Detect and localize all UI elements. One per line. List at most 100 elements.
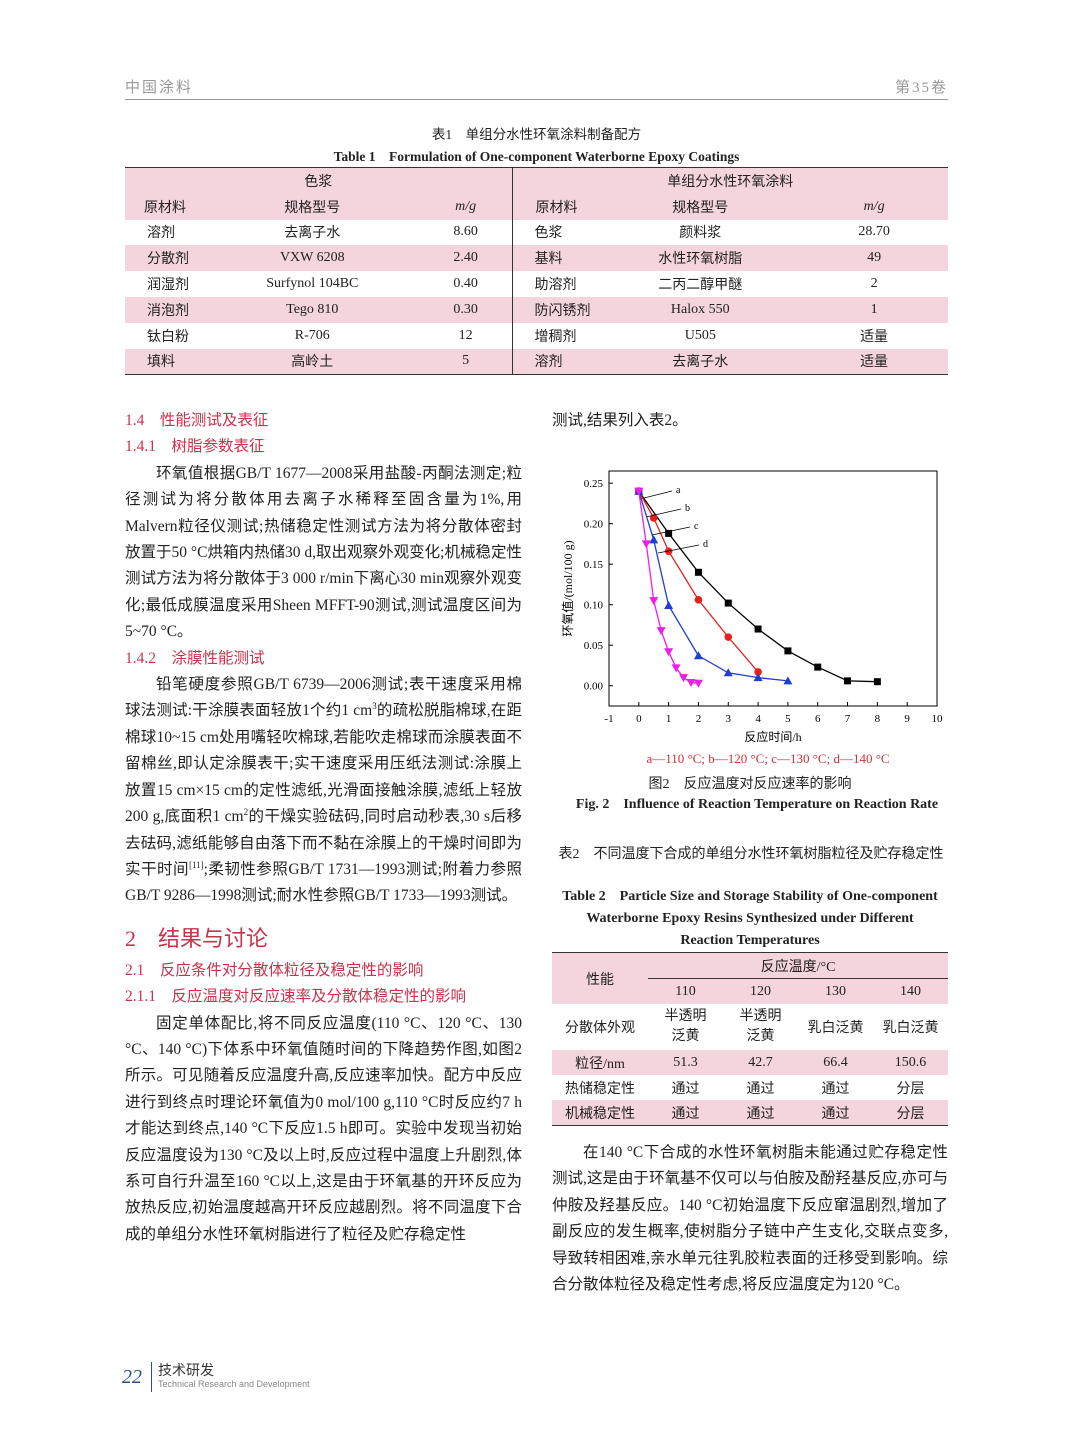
table-cell: 去离子水: [600, 348, 801, 375]
table-cell: 12: [458, 327, 473, 343]
x-tick-label: 8: [875, 713, 881, 725]
paragraph: 环氧值根据GB/T 1677—2008采用盐酸-丙酮法测定;粒径测试为将分散体用…: [125, 461, 522, 646]
column-header: m/g: [800, 193, 948, 220]
table-row: 消泡剂 Tego 810 0.30 防闪锈剂 Halox 550 1: [125, 296, 948, 323]
table-cell: 增稠剂: [511, 322, 601, 349]
table1: 色浆 单组分水性环氧涂料 原材料 规格型号 m/g 原材料 规格型号 m/g 溶剂 去离子水 8.6…: [125, 167, 948, 376]
table2-caption-en: Table 2 Particle Size and Storage Stabil…: [562, 889, 938, 948]
group-header: 色浆: [125, 167, 513, 194]
column-header: m/g: [419, 193, 513, 220]
plot-frame: [608, 470, 938, 707]
table-cell: Surfynol 104BC: [266, 276, 359, 292]
table-cell: 分层: [873, 1100, 948, 1126]
x-tick-label: 2: [696, 713, 702, 725]
left-column: 1.4 性能测试及表征 1.4.1 树脂参数表征 环氧值根据GB/T 1677—…: [125, 408, 522, 1248]
table-row: 原材料 规格型号 m/g 原材料 规格型号 m/g: [125, 193, 948, 220]
group-header: 反应温度/°C: [648, 952, 948, 979]
superscript: [11]: [188, 859, 204, 870]
data-point: [754, 668, 762, 676]
column-header: 140: [873, 978, 948, 1004]
data-point: [679, 674, 689, 683]
x-tick-label: 10: [932, 713, 944, 725]
legend-text: a—110 °C; b—120 °C; c—130 °C; d—140 °C: [646, 751, 889, 766]
annotation-line: [639, 490, 673, 500]
column-header: 130: [798, 978, 873, 1004]
x-tick-label: 9: [904, 713, 910, 725]
data-point: [664, 601, 674, 610]
table-row: 填料 高岭土 5 溶剂 去离子水 适量: [125, 348, 948, 375]
data-point: [723, 668, 733, 677]
superscript: 3: [372, 701, 377, 712]
table2-caption-cn: 表2 不同温度下合成的单组分水性环氧树脂粒径及贮存稳定性: [558, 847, 944, 862]
data-point: [664, 648, 674, 657]
figure-caption-cn: 图2 反应温度对反应速率的影响: [648, 777, 852, 792]
table-cell: 消泡剂: [125, 296, 205, 323]
table-cell: 助溶剂: [511, 271, 601, 297]
table-cell: 通过: [723, 1100, 798, 1126]
y-tick-label: 0.00: [584, 681, 604, 693]
x-tick-label: 6: [815, 713, 821, 725]
text-run: 的疏松脱脂棉球,在距棉球10~15 cm处用嘴轻吹棉球,若能吹走棉球而涂膜表面不…: [125, 702, 522, 826]
table-cell: 基料: [511, 245, 601, 272]
table-cell: 66.4: [798, 1050, 873, 1075]
table-cell: 49: [800, 245, 948, 272]
table-cell: 防闪锈剂: [511, 296, 601, 323]
data-point: [649, 597, 659, 606]
footer-section: 技术研发: [158, 1364, 214, 1379]
data-point: [665, 529, 673, 537]
data-point: [783, 676, 793, 685]
table-row: 粒径/nm 51.3 42.7 66.4 150.6: [552, 1050, 948, 1075]
paragraph: 固定单体配比,将不同反应温度(110 °C、120 °C、130 °C、140 …: [125, 1011, 522, 1249]
data-point: [693, 651, 703, 660]
table-cell: 分散剂: [125, 245, 205, 272]
table-cell: 8.60: [453, 224, 478, 240]
column-header: 120: [723, 978, 798, 1004]
table-row: 色浆 单组分水性环氧涂料: [125, 167, 948, 194]
table-cell: 乳白泛黄: [807, 1021, 864, 1036]
series-line: [638, 490, 878, 683]
y-tick-label: 0.15: [584, 559, 604, 571]
table-cell: 2: [870, 276, 878, 292]
heading: 2.1 反应条件对分散体粒径及稳定性的影响: [125, 961, 424, 979]
series-line: [638, 491, 788, 682]
data-point: [649, 514, 658, 522]
table-cell: 5: [419, 348, 513, 375]
text-run: 环氧值根据GB/T 1677—2008采用盐酸-丙酮法测定;粒径测试为将分散体用…: [125, 464, 522, 641]
y-tick-label: 0.20: [584, 519, 604, 531]
section-heading: 2 结果与讨论: [125, 925, 269, 951]
journal-name: 中国涂料: [125, 80, 194, 96]
table-cell: 0.30: [419, 296, 513, 323]
column-header: 110: [648, 978, 723, 1004]
table-row: 110 120 130 140: [552, 978, 948, 1004]
footer-rule: [151, 1362, 152, 1392]
text-run: ;柔韧性参照GB/T 1731—1993测试;附着力参照GB/T 9286—19…: [125, 860, 522, 905]
volume: 第35卷: [894, 80, 948, 96]
table-cell: 润湿剂: [147, 278, 189, 294]
right-paragraph: 在140 °C下合成的水性环氧树脂未能通过贮存稳定性测试,这是由于环氧基不仅可以…: [552, 1140, 948, 1298]
table-cell: 通过: [821, 1081, 850, 1097]
table-cell: 水性环氧树脂: [600, 245, 801, 272]
heading: 1.4 性能测试及表征: [125, 412, 269, 429]
table-cell: 钛白粉: [147, 329, 189, 345]
x-axis-label: 反应时间/h: [744, 729, 801, 744]
table-cell: Halox 550: [600, 296, 801, 323]
table-cell: 二丙二醇甲醚: [658, 278, 743, 294]
series-label: d: [703, 539, 708, 550]
y-tick-label: 0.10: [584, 600, 604, 612]
series-label: b: [685, 503, 690, 514]
table-cell: 分散体外观: [565, 1021, 635, 1036]
annotation-line: [651, 526, 691, 536]
series-label: c: [694, 521, 699, 532]
data-point: [784, 647, 792, 655]
data-point: [724, 633, 733, 641]
data-point: [814, 663, 822, 671]
table-cell: 半透明泛黄: [739, 1009, 782, 1044]
table-row: 分散剂 VXW 6208 2.40 基料 水性环氧树脂 49: [125, 245, 948, 272]
data-point: [753, 673, 763, 682]
table-cell: 2.40: [419, 245, 513, 272]
data-point: [686, 679, 696, 687]
column-header: 原材料: [125, 193, 205, 220]
table-cell: R-706: [294, 327, 330, 343]
column-header: 规格型号: [204, 193, 420, 220]
